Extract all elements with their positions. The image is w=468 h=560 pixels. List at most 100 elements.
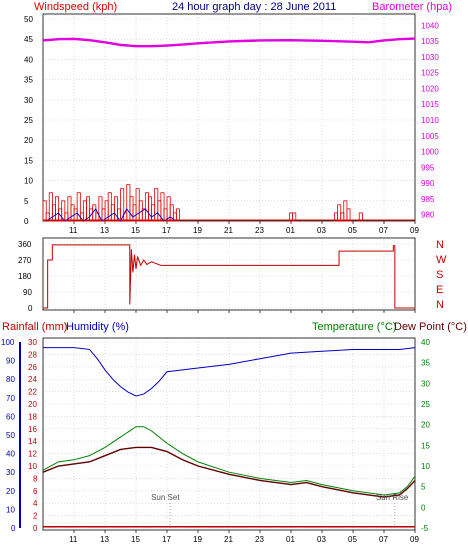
x-tick-label: 13 xyxy=(100,226,109,235)
x-tick-label: 23 xyxy=(255,226,264,235)
x-tick-label: 05 xyxy=(348,535,357,544)
windspeed-bar xyxy=(175,208,180,222)
rainfall-tick-label: 14 xyxy=(28,437,37,446)
rainfall-tick-label: 4 xyxy=(33,499,38,508)
windspeed-tick-label: 45 xyxy=(24,35,33,44)
humidity-tick-label: 70 xyxy=(6,394,15,403)
compass-label: N xyxy=(436,239,444,251)
barometer-tick-label: 980 xyxy=(421,211,435,220)
windspeed-axis-title: Windspeed (kph) xyxy=(34,1,117,13)
temperature-tick-label: 10 xyxy=(421,462,430,471)
x-tick-label: 21 xyxy=(224,226,233,235)
x-tick-label: 03 xyxy=(317,226,326,235)
humidity-tick-label: 100 xyxy=(1,338,15,347)
windspeed-bar xyxy=(61,200,66,222)
temperature-tick-label: 35 xyxy=(421,359,430,368)
humidity-tick-label: 80 xyxy=(6,375,15,384)
x-tick-label: 17 xyxy=(162,226,171,235)
x-tick-label: 17 xyxy=(162,535,171,544)
humidity-axis-title: Humidity (%) xyxy=(66,321,129,333)
sunset-label: Sun Set xyxy=(151,493,180,502)
humidity-tick-label: 20 xyxy=(6,487,15,496)
temperature-tick-label: 30 xyxy=(421,379,430,388)
windspeed-bar xyxy=(292,212,297,222)
windspeed-tick-label: 50 xyxy=(24,15,33,24)
barometer-tick-label: 1030 xyxy=(421,53,439,62)
x-tick-label: 23 xyxy=(255,535,264,544)
temperature-tick-label: -5 xyxy=(421,524,429,533)
rainfall-tick-label: 30 xyxy=(28,338,37,347)
temperature-tick-label: 25 xyxy=(421,400,430,409)
x-tick-label: 11 xyxy=(69,535,78,544)
windspeed-tick-label: 5 xyxy=(24,197,29,206)
x-tick-label: 11 xyxy=(69,226,78,235)
windspeed-bar xyxy=(346,208,351,222)
barometer-tick-label: 995 xyxy=(421,163,435,172)
rainfall-tick-label: 24 xyxy=(28,375,37,384)
humidity-tick-label: 50 xyxy=(6,431,15,440)
windspeed-bar xyxy=(120,188,125,222)
windspeed-bar xyxy=(160,192,165,222)
windspeed-panel-frame xyxy=(42,13,416,222)
rainfall-tick-label: 8 xyxy=(33,474,38,483)
rainfall-tick-label: 2 xyxy=(33,512,38,521)
x-tick-label: 15 xyxy=(131,226,140,235)
barometer-tick-label: 990 xyxy=(421,179,435,188)
temperature-tick-label: 15 xyxy=(421,441,430,450)
x-tick-label: 09 xyxy=(410,535,419,544)
direction-tick-label: 270 xyxy=(18,256,32,265)
rainfall-tick-label: 6 xyxy=(33,487,38,496)
x-tick-label: 21 xyxy=(224,535,233,544)
humidity-line xyxy=(43,347,416,397)
x-tick-label: 19 xyxy=(193,226,202,235)
windspeed-tick-label: 35 xyxy=(24,76,33,85)
x-tick-label: 07 xyxy=(379,226,388,235)
series-layer xyxy=(42,37,416,528)
barometer-tick-label: 1035 xyxy=(421,37,439,46)
rainfall-tick-label: 12 xyxy=(28,450,37,459)
humidity-tick-label: 30 xyxy=(6,468,15,477)
humidity-tick-label: 90 xyxy=(6,357,15,366)
windspeed-tick-label: 30 xyxy=(24,96,33,105)
direction-tick-label: 360 xyxy=(18,240,32,249)
windspeed-tick-label: 15 xyxy=(24,156,33,165)
barometer-tick-label: 1005 xyxy=(421,132,439,141)
humidity-tick-label: 40 xyxy=(6,450,15,459)
barometer-tick-label: 1010 xyxy=(421,116,439,125)
windspeed-tick-label: 40 xyxy=(24,55,33,64)
dewpoint-axis-title: Dew Point (°C) xyxy=(394,321,467,333)
humidity-tick-label: 0 xyxy=(11,524,16,533)
temperature-tick-label: 20 xyxy=(421,421,430,430)
windspeed-tick-label: 25 xyxy=(24,116,33,125)
x-tick-label: 03 xyxy=(317,535,326,544)
humidity-tick-label: 10 xyxy=(6,505,15,514)
x-tick-label: 15 xyxy=(131,535,140,544)
rainfall-axis-title: Rainfall (mm) xyxy=(2,321,67,333)
windspeed-tick-label: 0 xyxy=(24,217,29,226)
barometer-axis-title: Barometer (hpa) xyxy=(372,1,452,13)
rainfall-tick-label: 20 xyxy=(28,400,37,409)
rainfall-tick-label: 10 xyxy=(28,462,37,471)
direction-tick-label: 0 xyxy=(28,304,33,313)
barometer-line xyxy=(42,37,416,48)
compass-label: E xyxy=(436,284,443,296)
temperature-tick-label: 0 xyxy=(421,503,426,512)
barometer-tick-label: 1040 xyxy=(421,21,439,30)
temp-panel-frame xyxy=(42,337,416,531)
rainfall-tick-label: 22 xyxy=(28,388,37,397)
windspeed-tick-label: 20 xyxy=(24,136,33,145)
plot-frames xyxy=(19,13,416,533)
compass-label: S xyxy=(436,269,443,281)
windspeed-bar xyxy=(76,192,81,222)
sunrise-label: Sun Rise xyxy=(376,493,409,502)
rainfall-tick-label: 28 xyxy=(28,350,37,359)
x-tick-label: 05 xyxy=(348,226,357,235)
barometer-tick-label: 1025 xyxy=(421,69,439,78)
rainfall-tick-label: 18 xyxy=(28,412,37,421)
humidity-tick-label: 60 xyxy=(6,412,15,421)
x-tick-label: 01 xyxy=(286,226,295,235)
x-tick-label: 09 xyxy=(410,226,419,235)
chart-title: 24 hour graph day : 28 June 2011 xyxy=(172,1,336,13)
temperature-tick-label: 40 xyxy=(421,338,430,347)
